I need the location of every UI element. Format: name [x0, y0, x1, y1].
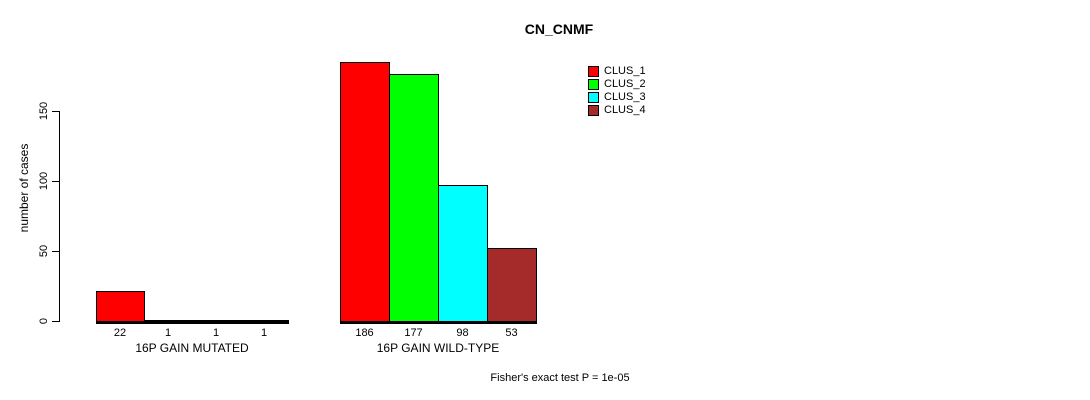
y-tick-mark	[52, 111, 59, 112]
y-tick-label: 0	[38, 317, 50, 325]
stats-annotation: Fisher's exact test P = 1e-05	[490, 372, 630, 384]
bar-clus-3	[438, 185, 488, 322]
legend-row: CLUS_4	[588, 104, 646, 117]
y-tick-label: 100	[38, 171, 50, 191]
group-label: 16P GAIN MUTATED	[135, 341, 249, 355]
bar-value-label: 22	[113, 327, 127, 339]
group-baseline	[340, 321, 537, 324]
legend-label: CLUS_2	[604, 78, 646, 90]
legend-swatch-clus-4	[588, 105, 599, 116]
y-tick-mark	[52, 181, 59, 182]
legend-row: CLUS_3	[588, 91, 646, 104]
y-tick-label: 150	[38, 101, 50, 121]
group-baseline	[96, 321, 289, 324]
bar-value-label: 186	[355, 327, 374, 339]
bar-value-label: 53	[505, 327, 518, 339]
bar-clus-2	[389, 74, 439, 322]
legend-swatch-clus-1	[588, 66, 599, 77]
bar-clus-1	[96, 291, 145, 322]
legend-label: CLUS_3	[604, 91, 646, 103]
legend-label: CLUS_4	[604, 104, 646, 116]
bar-value-label: 177	[404, 327, 423, 339]
bar-value-label: 1	[260, 327, 268, 339]
legend-row: CLUS_1	[588, 65, 646, 78]
y-tick-label: 50	[38, 244, 50, 258]
group-label: 16P GAIN WILD-TYPE	[376, 341, 500, 355]
y-tick-mark	[52, 251, 59, 252]
chart-title: CN_CNMF	[524, 21, 594, 37]
legend-label: CLUS_1	[604, 65, 646, 77]
bar-clus-4	[487, 248, 537, 322]
legend-swatch-clus-3	[588, 92, 599, 103]
legend-row: CLUS_2	[588, 78, 646, 91]
legend-swatch-clus-2	[588, 79, 599, 90]
bar-value-label: 1	[212, 327, 220, 339]
y-tick-mark	[52, 321, 59, 322]
bar-value-label: 1	[164, 327, 172, 339]
bar-value-label: 98	[456, 327, 469, 339]
y-axis-line	[59, 111, 60, 322]
y-axis-label: number of cases	[17, 143, 31, 233]
bar-clus-1	[340, 62, 390, 322]
